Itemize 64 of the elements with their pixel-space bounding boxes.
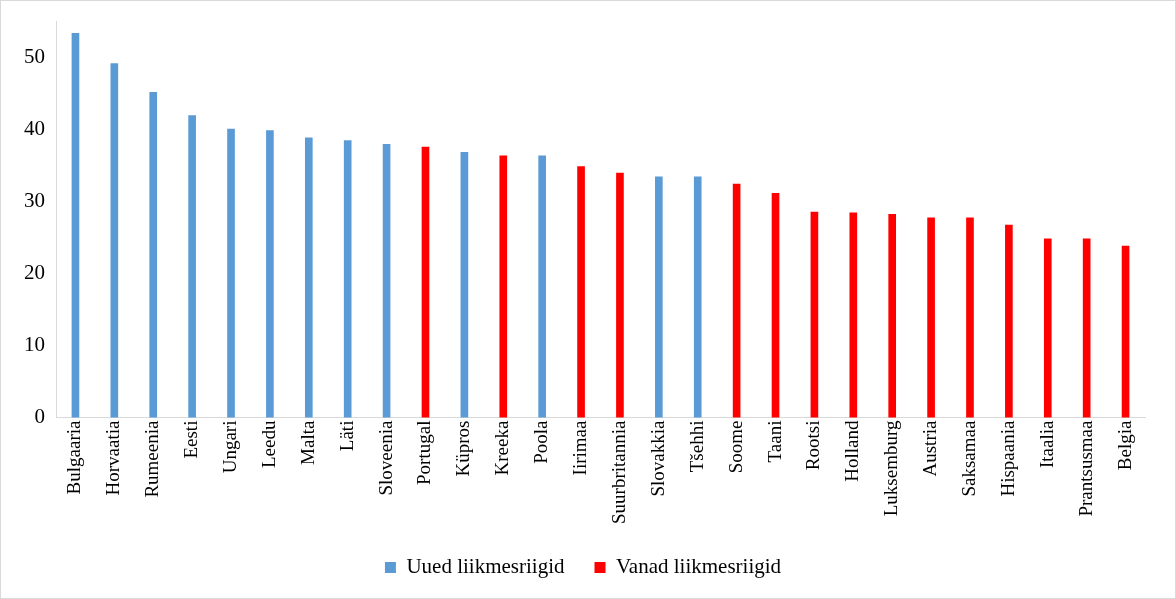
bar	[71, 32, 80, 418]
bar	[810, 211, 819, 418]
bar	[343, 140, 352, 418]
legend-label: Uued liikmesriigid	[406, 554, 565, 579]
x-tick-label: Austria	[919, 420, 941, 477]
bar	[304, 137, 313, 418]
x-tick-label: Bulgaaria	[63, 420, 85, 495]
bar	[888, 213, 897, 418]
bar	[655, 176, 663, 418]
bar	[382, 143, 391, 418]
bar	[110, 63, 119, 418]
x-tick-label: Malta	[296, 420, 318, 465]
x-tick-label: Horvaatia	[102, 420, 124, 496]
bar	[1121, 245, 1130, 418]
bar	[1005, 224, 1013, 418]
x-tick-label: Prantsusmaa	[1074, 420, 1096, 517]
legend-label: Vanad liikmesriigid	[616, 554, 782, 579]
y-tick-label: 0	[34, 404, 45, 429]
bar	[421, 146, 430, 418]
x-tick-label: Kreeka	[491, 420, 513, 476]
y-tick-label: 10	[24, 331, 45, 356]
x-tick-label: Leedu	[257, 420, 279, 469]
x-tick-label: Küpros	[452, 420, 474, 477]
bar	[849, 212, 858, 418]
x-tick-label: Suurbritannia	[607, 420, 629, 525]
x-tick-label: Soome	[724, 420, 746, 474]
bar	[693, 176, 702, 418]
x-tick-label: Itaalia	[1035, 420, 1057, 469]
x-tick-label: Holland	[841, 420, 863, 482]
x-tick-label: Sloveenia	[374, 420, 396, 496]
x-tick-label: Eesti	[180, 420, 202, 459]
bar	[227, 128, 235, 418]
bar	[266, 130, 274, 418]
y-tick-label: 30	[24, 187, 45, 212]
x-tick-label: Belgia	[1113, 420, 1135, 471]
x-tick-label: Taani	[763, 420, 785, 463]
bar	[927, 217, 935, 418]
x-tick-label: Luksemburg	[880, 420, 902, 517]
bar	[538, 155, 546, 418]
bar	[732, 183, 741, 418]
y-tick-label: 20	[24, 259, 45, 284]
bar	[1082, 238, 1091, 418]
x-tick-label: Ungari	[219, 420, 240, 474]
bar	[966, 217, 974, 418]
x-tick-label: Slovakkia	[646, 420, 668, 497]
bar	[577, 166, 585, 418]
x-tick-label: Saksamaa	[957, 420, 979, 497]
x-tick-label: Poola	[530, 420, 552, 464]
x-tick-label: Rumeenia	[141, 420, 163, 498]
x-tick-label: Iirimaa	[569, 420, 591, 476]
bar	[460, 151, 469, 418]
x-tick-label: Tšehhi	[685, 420, 707, 473]
y-tick-label: 40	[24, 115, 45, 140]
y-tick-label: 50	[24, 43, 45, 68]
x-tick-label: Rootsi	[802, 420, 824, 471]
bar	[499, 155, 508, 418]
bar	[616, 172, 624, 418]
bar	[1043, 238, 1052, 418]
x-tick-label: Portugal	[413, 420, 435, 485]
bar	[188, 115, 196, 418]
bar	[149, 92, 158, 418]
bar	[771, 193, 780, 418]
x-tick-label: Hispaania	[996, 420, 1018, 497]
x-tick-label: Läti	[335, 420, 357, 452]
